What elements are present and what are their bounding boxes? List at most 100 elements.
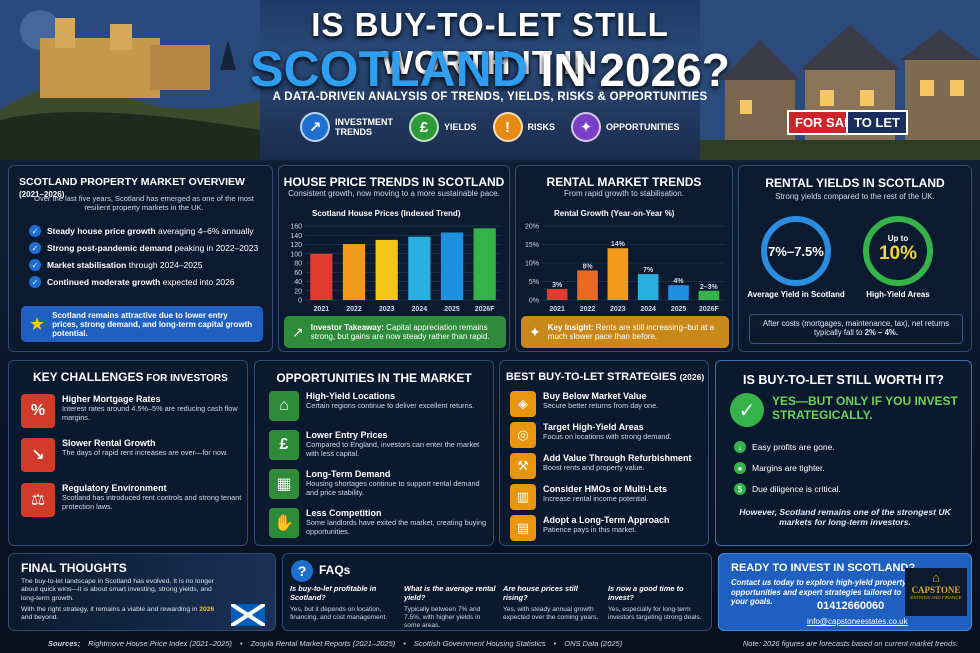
house-prices-title: HOUSE PRICE TRENDS IN SCOTLAND bbox=[283, 175, 505, 189]
house-icon: ⌂ bbox=[932, 570, 940, 585]
x-tick-label: 2022 bbox=[346, 306, 362, 313]
data-label: 8% bbox=[582, 263, 593, 270]
cta-panel: READY TO INVEST IN SCOTLAND? Contact us … bbox=[718, 553, 972, 631]
pound-icon: £ bbox=[269, 430, 299, 460]
verdict-title: IS BUY-TO-LET STILL WORTH IT? bbox=[743, 373, 944, 387]
cta-phone[interactable]: 01412660060 bbox=[817, 600, 885, 612]
house-price-chart: 0 20 40 60 80 100 120 140 160 2021 2022 2023 2024 202… bbox=[290, 224, 501, 313]
rental-sub: From rapid growth to stabilisation. bbox=[563, 189, 685, 198]
overview-point: ✓ Strong post-pandemic demand peaking in … bbox=[29, 242, 269, 254]
final-thoughts-panel: FINAL THOUGHTS The buy-to-let landscape … bbox=[8, 553, 276, 631]
house-prices-sub: Consistent growth, now moving to a more … bbox=[288, 189, 500, 198]
warning-icon: ! bbox=[492, 112, 523, 142]
key-insight-callout: ✦ Key Insight: Rents are still increasing… bbox=[521, 316, 729, 348]
lightbulb-icon: ✦ bbox=[529, 323, 541, 340]
final-thoughts-title: FINAL THOUGHTS bbox=[21, 561, 127, 575]
strategy-item: ⚒ Add Value Through Refurbishment Boost re… bbox=[510, 453, 706, 479]
bar bbox=[473, 228, 496, 300]
lightbulb-icon: ✦ bbox=[571, 112, 602, 142]
verdict-conclusion: However, Scotland remains one of the str… bbox=[739, 507, 951, 527]
bar bbox=[577, 270, 598, 300]
high-yield-label: High-Yield Areas bbox=[866, 290, 930, 299]
category-row: ↗ INVESTMENT TRENDS £ YIELDS ! RISKS ✦ OPPOR… bbox=[300, 112, 680, 142]
faq-item: Is now a good time to invest? Yes, especi… bbox=[608, 584, 702, 621]
title-line-2: SCOTLAND IN 2026? bbox=[250, 40, 730, 98]
category-opportunities: ✦ OPPORTUNITIES bbox=[571, 112, 680, 142]
house-icon: ⌂ bbox=[269, 391, 299, 421]
cta-text: Contact us today to explore high-yield p… bbox=[731, 578, 907, 607]
overview-title: SCOTLAND PROPERTY MARKET OVERVIEW (2021–… bbox=[19, 176, 245, 199]
opportunities-panel: OPPORTUNITIES IN THE MARKET ⌂ High-Yield … bbox=[254, 360, 494, 546]
overview-intro: Over the last five years, Scotland has e… bbox=[34, 194, 254, 213]
to-let-sign: TO LET bbox=[846, 110, 908, 135]
calendar-icon: ▤ bbox=[510, 515, 536, 541]
chart-up-icon: ↗ bbox=[300, 112, 330, 142]
strategy-item: ◈ Buy Below Market Value Secure better ret… bbox=[510, 391, 706, 417]
x-tick-label: 2021 bbox=[314, 306, 330, 313]
y-tick-label: 0 bbox=[298, 298, 302, 305]
verdict-answer: YES—BUT ONLY IF YOU INVEST STRATEGICALLY… bbox=[772, 394, 958, 422]
thumbs-down-icon: ↓ bbox=[734, 441, 746, 453]
data-label: 4% bbox=[673, 278, 684, 285]
y-tick-label: 160 bbox=[290, 224, 302, 231]
opportunity-item: ✋ Less Competition Some landlords have exi… bbox=[269, 508, 489, 538]
opportunity-item: ⌂ High-Yield Locations Certain regions con… bbox=[269, 391, 489, 421]
overview-point: ✓ Continued moderate growth expected into… bbox=[29, 276, 269, 288]
faqs-title: FAQs bbox=[319, 563, 351, 577]
bar bbox=[408, 236, 431, 300]
final-thoughts-p1: The buy-to-let landscape in Scotland has… bbox=[21, 578, 215, 602]
source-item: Scottish Government Housing Statistics bbox=[413, 639, 546, 648]
data-label: 3% bbox=[552, 282, 563, 289]
challenges-panel: KEY CHALLENGES FOR INVESTORS % Higher Mor… bbox=[8, 360, 248, 546]
x-tick-label: 2023 bbox=[379, 306, 395, 313]
chart-up-icon: ↗ bbox=[292, 323, 304, 340]
chart-down-icon: ↘ bbox=[21, 438, 55, 472]
challenge-item: ↘ Slower Rental Growth The days of rapid r… bbox=[21, 438, 243, 472]
y-tick-label: 10% bbox=[525, 261, 539, 268]
y-tick-label: 20% bbox=[525, 224, 539, 231]
category-yields: £ YIELDS bbox=[409, 112, 477, 142]
overview-callout: ★ Scotland remains attractive due to lowe… bbox=[21, 306, 263, 342]
title-year: IN 2026? bbox=[527, 44, 730, 96]
verdict-point: $ Due diligence is critical. bbox=[734, 483, 841, 495]
investor-takeaway-callout: ↗ Investor Takeaway: Capital appreciation… bbox=[284, 316, 506, 348]
strategies-panel: BEST BUY-TO-LET STRATEGIES (2026) ◈ Buy B… bbox=[499, 360, 709, 546]
x-tick-label: 2024 bbox=[412, 306, 428, 313]
hammer-icon: ⚒ bbox=[510, 453, 536, 479]
cta-email-link[interactable]: info@capstoneestates.co.uk bbox=[807, 617, 908, 626]
gavel-icon: ⚖ bbox=[21, 483, 55, 517]
tag-icon: ◈ bbox=[510, 391, 536, 417]
question-icon: ? bbox=[291, 560, 313, 582]
opportunity-item: ▦ Long-Term Demand Housing shortages conti… bbox=[269, 469, 489, 499]
houses-illustration bbox=[700, 0, 980, 160]
faq-item: What is the average rental yield? Typical… bbox=[404, 584, 496, 629]
strategies-title: BEST BUY-TO-LET STRATEGIES (2026) bbox=[505, 371, 705, 383]
check-icon: ✓ bbox=[730, 393, 764, 427]
rental-panel: RENTAL MARKET TRENDS From rapid growth t… bbox=[515, 165, 733, 352]
y-tick-label: 60 bbox=[294, 270, 302, 277]
average-yield-label: Average Yield in Scotland bbox=[747, 290, 845, 299]
rental-growth-chart: 0% 5% 10% 15% 20% 2021 3% 2022 8% 2023 14% 2024 7% 20… bbox=[525, 224, 724, 313]
rental-chart-title: Rental Growth (Year-on-Year %) bbox=[554, 209, 675, 218]
opportunity-item: £ Lower Entry Prices Compared to England, … bbox=[269, 430, 489, 460]
handshake-icon: ✋ bbox=[269, 508, 299, 538]
strategy-item: ◎ Target High-Yield Areas Focus on locatio… bbox=[510, 422, 706, 448]
opportunities-title: OPPORTUNITIES IN THE MARKET bbox=[276, 371, 472, 385]
strategy-item: ▥ Consider HMOs or Multi-Lets Increase ren… bbox=[510, 484, 706, 510]
faq-item: Are house prices still rising? Yes, with … bbox=[503, 584, 599, 621]
rental-title: RENTAL MARKET TRENDS bbox=[546, 175, 702, 189]
strategy-item: ▤ Adopt a Long-Term Approach Patience pays… bbox=[510, 515, 706, 541]
capstone-logo: ⌂ CAPSTONE ESTATES AND FINANCE bbox=[905, 568, 967, 616]
x-tick-label: 2026F bbox=[475, 306, 496, 313]
check-icon: ✓ bbox=[29, 276, 41, 288]
percent-icon: % bbox=[21, 394, 55, 428]
yields-sub: Strong yields compared to the rest of th… bbox=[775, 192, 935, 201]
bar bbox=[375, 239, 398, 300]
overview-point: ✓ Steady house price growth averaging 4–6… bbox=[29, 225, 269, 237]
scotland-flag-icon bbox=[231, 604, 265, 626]
y-tick-label: 0% bbox=[529, 298, 539, 305]
x-tick-label: 2021 bbox=[549, 306, 565, 313]
faqs-panel: ? FAQs bbox=[282, 553, 712, 631]
castle-illustration bbox=[0, 0, 260, 160]
